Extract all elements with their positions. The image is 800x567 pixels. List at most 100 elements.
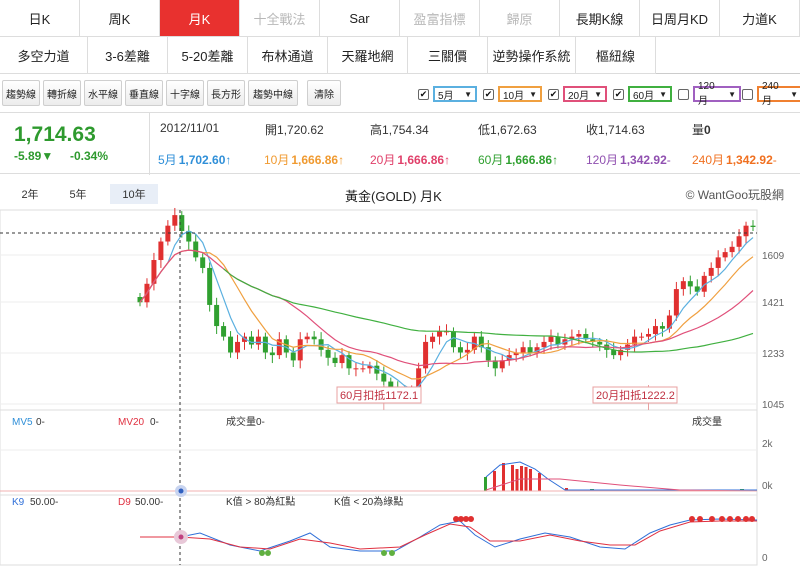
volume-right-title: 成交量 [692,415,722,428]
ma-period-select[interactable]: 240月 ▼ [757,81,800,107]
dropdown-arrow-icon: ▼ [464,89,472,99]
clear-button[interactable]: 清除 [307,80,341,106]
tab-indicator-6[interactable]: 逆勢操作系統 [488,37,576,74]
draw-tool-button[interactable]: 轉折線 [43,80,81,106]
low-price: 低1,672.63 [478,123,537,137]
candle-body [193,241,199,258]
tab-4[interactable]: Sar [320,0,400,37]
candle-body [618,349,624,356]
candle-body [388,381,394,387]
ma-period-label: 120月 [698,81,715,107]
credit: © WantGoo玩股網 [685,188,784,202]
tab-2[interactable]: 月K [160,0,240,37]
tab-7[interactable]: 長期K線 [560,0,640,37]
ma-value-2: 20月 1,666.86↑ [370,153,451,167]
candle-body [255,336,261,345]
tab-indicator-3[interactable]: 布林通道 [248,37,328,74]
tab-9[interactable]: 力道K [720,0,800,37]
volume-bar [493,471,496,491]
draw-tool-button[interactable]: 水平線 [84,80,122,106]
tab-indicator-5[interactable]: 三關價 [408,37,488,74]
mv20-label: MV20 [118,417,145,428]
kd-red-dot [709,516,715,522]
tab-6[interactable]: 歸原 [480,0,560,37]
kd-green-dot [259,550,265,556]
candle-body [499,360,505,369]
candle-body [290,352,296,361]
kd-red-dot [468,516,474,522]
range-button[interactable]: 5年 [58,184,98,204]
draw-tool-button[interactable]: 趨勢線 [2,80,40,106]
candle-body [639,336,645,338]
candle-body [158,241,164,261]
volume-bar [511,465,514,491]
candle-body [680,281,686,290]
volume-bar [484,477,487,491]
candle-body [248,336,254,345]
ma-value-0: 5月 1,702.60↑ [158,153,232,167]
ma-checkbox[interactable]: ✔ [483,88,494,100]
chart-header: 2年 5年 10年 黃金(GOLD) 月K © WantGoo玩股網 [0,180,800,208]
ma-checkbox[interactable]: ✔ [613,88,624,100]
price-tick-label: 1609 [762,251,785,262]
ma-period-select[interactable]: 5月 ▼ [433,86,477,102]
candle-body [652,326,658,334]
d9-value: 50.00- [135,497,163,508]
volume-bar [502,463,505,491]
draw-tool-button[interactable]: 長方形 [207,80,245,106]
ma-checkbox[interactable]: ✔ [418,88,429,100]
range-button[interactable]: 2年 [10,184,50,204]
ma-period-select[interactable]: 120月 ▼ [693,81,741,107]
tab-5[interactable]: 盈富指標 [400,0,480,37]
candle-body [151,260,157,284]
volume-title: 成交量0- [226,415,265,428]
kd-red-dot [697,516,703,522]
candle-body [437,331,443,337]
volume-tick-label: 2k [762,439,774,450]
tab-3[interactable]: 十全戰法 [240,0,320,37]
candle-body [548,336,554,342]
kd-red-dot [727,516,733,522]
ma-period-select[interactable]: 20月 ▼ [563,86,607,102]
dropdown-arrow-icon: ▼ [659,89,667,99]
candle-body [214,304,220,327]
tab-indicator-2[interactable]: 5-20差離 [168,37,248,74]
dropdown-arrow-icon: ▼ [728,89,736,99]
candle-body [353,368,359,370]
ma-checkbox[interactable] [678,88,689,100]
tab-8[interactable]: 日周月KD [640,0,720,37]
ma-toggle-4: 120月 ▼ [678,81,741,107]
candle-body [513,352,519,356]
range-button[interactable]: 10年 [110,184,158,204]
draw-tool-button[interactable]: 趨勢中線 [248,80,298,106]
candle-body [207,267,213,305]
tab-0[interactable]: 日K [0,0,80,37]
ma-period-label: 5月 [438,90,454,102]
ma-period-select[interactable]: 60月 ▼ [628,86,672,102]
candlestick-chart[interactable]: 1609 1421 1233 1045 60月扣抵1172.1 20月扣抵1222.2 MV… [0,207,800,567]
ma-checkbox[interactable] [742,88,753,100]
draw-tool-button[interactable]: 垂直線 [125,80,163,106]
volume-bar [529,469,532,491]
draw-tool-button[interactable]: 十字線 [166,80,204,106]
candle-body [646,333,652,337]
tab-indicator-7[interactable]: 樞紐線 [576,37,656,74]
price-panel-frame [0,209,758,411]
tab-indicator-4[interactable]: 天羅地網 [328,37,408,74]
candle-body [492,360,498,369]
candle-body [597,341,603,345]
tab-1[interactable]: 周K [80,0,160,37]
mv5-label: MV5 [12,417,33,428]
mv5-line [485,461,757,491]
ma-period-label: 10月 [503,90,525,102]
tab-indicator-1[interactable]: 3-6差離 [88,37,168,74]
kd-panel-frame [0,494,758,566]
tab-indicator-0[interactable]: 多空力道 [0,37,88,74]
ma-value-5: 240月 1,342.92- [692,153,777,167]
mv5-value: 0- [36,417,45,428]
candle-body [576,333,582,337]
d-line [140,520,757,550]
ma-checkbox[interactable]: ✔ [548,88,559,100]
annotation-box [336,386,422,404]
ma-period-select[interactable]: 10月 ▼ [498,86,542,102]
